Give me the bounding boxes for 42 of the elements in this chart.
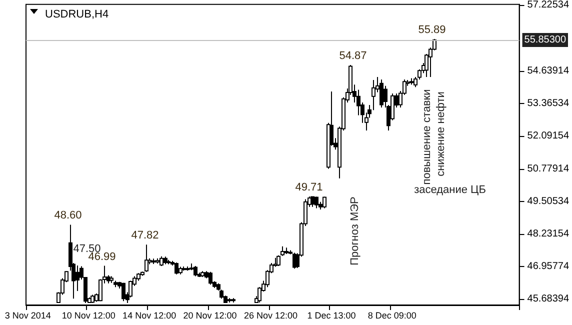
y-tick-label: 54.63914 — [527, 65, 570, 76]
candlestick — [122, 282, 126, 302]
candlestick — [280, 246, 284, 256]
candlestick — [144, 244, 148, 272]
annotation: 47.82 — [131, 230, 159, 242]
candlestick — [76, 265, 80, 292]
annotation: 55.89 — [418, 24, 446, 36]
candlestick — [174, 262, 178, 275]
y-tick-label: 50.77914 — [527, 164, 570, 175]
y-tick-label: 57.22534 — [527, 0, 570, 10]
y-tick-label: 45.68394 — [527, 294, 570, 305]
candlestick — [314, 196, 318, 209]
candlestick — [276, 254, 280, 267]
annotation: 54.87 — [339, 50, 367, 62]
y-tick-label: 48.23154 — [527, 228, 570, 240]
x-tick-label: 14 Nov 12:00 — [122, 310, 176, 320]
x-tick-label: 8 Dec 09:00 — [368, 310, 416, 320]
ref-line-label: 55.85300 — [524, 34, 566, 46]
annotation: 48.60 — [54, 210, 82, 222]
annotation: снижение нефти — [435, 92, 447, 176]
candlestick — [380, 79, 384, 108]
candlestick — [310, 196, 314, 208]
x-tick-label: 20 Nov 12:00 — [183, 310, 237, 320]
y-tick-label: 53.36534 — [527, 98, 570, 109]
annotation: Прогноз МЭР — [349, 196, 361, 266]
x-tick-label: 26 Nov 12:00 — [244, 310, 298, 320]
candlestick — [194, 266, 198, 277]
x-tick-label: 1 Dec 13:00 — [307, 310, 356, 320]
y-tick-label: 52.09154 — [527, 130, 570, 142]
candlestick — [208, 271, 212, 286]
chart-title: USDRUB,H4 — [45, 8, 109, 20]
y-tick-label: 46.95774 — [527, 261, 570, 272]
annotation: повышение ставки — [421, 89, 433, 185]
x-tick-label: 3 Nov 2014 — [4, 310, 51, 320]
y-tick-label: 49.50534 — [527, 196, 570, 208]
candlestick — [160, 256, 164, 267]
x-tick-label: 10 Nov 12:00 — [62, 310, 116, 320]
candlestick — [322, 196, 326, 209]
annotation: 49.71 — [295, 181, 323, 194]
candlestick — [372, 80, 376, 111]
annotation: заседание ЦБ — [414, 184, 486, 196]
annotation: 46.99 — [88, 250, 116, 263]
